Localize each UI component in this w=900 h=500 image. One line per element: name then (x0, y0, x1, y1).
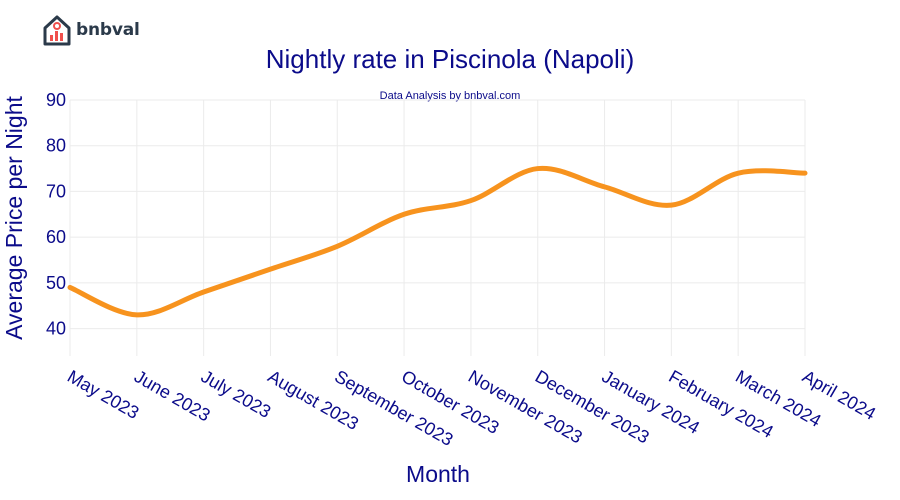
y-axis-title: Average Price per Night (1, 96, 27, 340)
chart-series (67, 165, 808, 318)
x-tick-label: September 2023 (331, 366, 456, 450)
y-tick-label: 70 (46, 181, 66, 201)
x-tick-label: June 2023 (131, 366, 214, 425)
x-tick-label: December 2023 (532, 366, 653, 447)
bnbval-logo: bnbval (42, 14, 140, 46)
y-tick-label: 60 (46, 227, 66, 247)
brand-name: bnbval (76, 20, 140, 40)
house-chart-icon (43, 15, 71, 46)
chart-title: Nightly rate in Piscinola (Napoli) (265, 44, 635, 74)
y-tick-label: 80 (46, 136, 66, 156)
y-tick-label: 90 (46, 90, 66, 110)
y-tick-label: 50 (46, 273, 66, 293)
x-axis-title: Month (406, 461, 470, 487)
chart-gridlines (69, 99, 806, 356)
chart-subtitle: Data Analysis by bnbval.com (379, 90, 521, 102)
x-tick-label: November 2023 (465, 366, 586, 447)
series-line (67, 165, 808, 318)
x-tick-label: May 2023 (64, 366, 142, 423)
y-axis-ticks: 40 50 60 70 80 90 (46, 90, 66, 339)
y-tick-label: 40 (46, 319, 66, 339)
